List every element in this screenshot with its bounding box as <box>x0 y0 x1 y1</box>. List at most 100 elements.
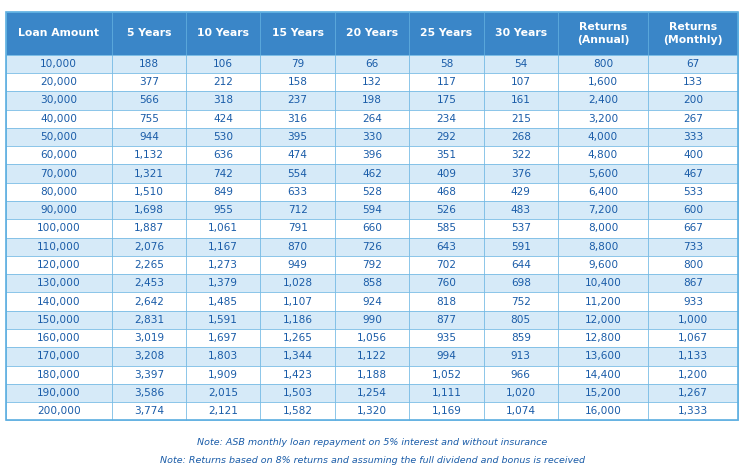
Bar <box>409 366 484 384</box>
Bar <box>558 293 648 311</box>
Text: 1,200: 1,200 <box>678 370 708 380</box>
Text: 4,000: 4,000 <box>588 132 618 142</box>
Bar <box>6 201 112 219</box>
Bar <box>409 12 484 55</box>
Bar <box>558 55 648 73</box>
Text: 132: 132 <box>362 77 382 87</box>
Text: 8,000: 8,000 <box>588 223 618 233</box>
Text: 483: 483 <box>510 205 530 215</box>
Text: 5 Years: 5 Years <box>126 28 171 38</box>
Bar <box>260 293 335 311</box>
Bar <box>112 384 186 402</box>
Text: 150,000: 150,000 <box>37 315 80 325</box>
Bar <box>558 91 648 110</box>
Bar <box>335 384 409 402</box>
Text: 791: 791 <box>288 223 307 233</box>
Bar <box>335 73 409 91</box>
Bar <box>6 329 112 347</box>
Bar <box>648 347 738 366</box>
Text: 2,015: 2,015 <box>208 388 238 398</box>
Bar <box>558 238 648 256</box>
Text: 859: 859 <box>511 333 530 343</box>
Text: 3,208: 3,208 <box>134 352 164 361</box>
Bar <box>648 201 738 219</box>
Bar <box>335 366 409 384</box>
Text: 1,132: 1,132 <box>134 150 164 160</box>
Text: 15 Years: 15 Years <box>272 28 324 38</box>
Text: 949: 949 <box>288 260 307 270</box>
Text: 468: 468 <box>437 187 456 197</box>
Bar <box>409 201 484 219</box>
Text: 16,000: 16,000 <box>585 406 621 416</box>
Bar <box>112 329 186 347</box>
Text: 12,000: 12,000 <box>585 315 621 325</box>
Bar <box>335 55 409 73</box>
Text: 409: 409 <box>437 169 456 179</box>
Bar <box>648 219 738 238</box>
Text: 585: 585 <box>437 223 456 233</box>
Text: 25 Years: 25 Years <box>420 28 472 38</box>
Bar <box>6 183 112 201</box>
Text: 633: 633 <box>287 187 308 197</box>
Text: 15,200: 15,200 <box>585 388 621 398</box>
Text: 322: 322 <box>511 150 530 160</box>
Bar <box>335 91 409 110</box>
Bar <box>484 110 558 128</box>
Bar <box>186 146 260 164</box>
Bar <box>648 402 738 420</box>
Text: 66: 66 <box>365 59 379 69</box>
Bar <box>260 402 335 420</box>
Bar <box>6 73 112 91</box>
Bar <box>409 274 484 293</box>
Text: 733: 733 <box>683 242 703 252</box>
Bar <box>186 293 260 311</box>
Text: 13,600: 13,600 <box>585 352 621 361</box>
Bar <box>558 384 648 402</box>
Bar <box>260 91 335 110</box>
Text: 58: 58 <box>440 59 453 69</box>
Text: 1,887: 1,887 <box>134 223 164 233</box>
Text: 1,254: 1,254 <box>357 388 387 398</box>
Bar <box>409 329 484 347</box>
Bar <box>558 73 648 91</box>
Text: 2,400: 2,400 <box>588 95 618 105</box>
Text: 333: 333 <box>683 132 703 142</box>
Text: 160,000: 160,000 <box>37 333 80 343</box>
Text: 7,200: 7,200 <box>588 205 618 215</box>
Text: 79: 79 <box>291 59 304 69</box>
Text: 1,265: 1,265 <box>283 333 312 343</box>
Bar <box>186 164 260 183</box>
Text: 994: 994 <box>437 352 456 361</box>
Bar <box>409 110 484 128</box>
Text: 10 Years: 10 Years <box>197 28 249 38</box>
Text: 264: 264 <box>362 114 382 124</box>
Text: Loan Amount: Loan Amount <box>19 28 99 38</box>
Bar <box>648 55 738 73</box>
Text: 1,186: 1,186 <box>283 315 312 325</box>
Text: 9,600: 9,600 <box>588 260 618 270</box>
Text: 966: 966 <box>511 370 530 380</box>
Text: 30,000: 30,000 <box>40 95 77 105</box>
Text: 3,397: 3,397 <box>134 370 164 380</box>
Text: 1,320: 1,320 <box>357 406 387 416</box>
Bar <box>260 238 335 256</box>
Text: 1,582: 1,582 <box>283 406 312 416</box>
Bar <box>484 311 558 329</box>
Text: 2,453: 2,453 <box>134 278 164 288</box>
Text: 474: 474 <box>288 150 307 160</box>
Bar <box>6 110 112 128</box>
Bar <box>484 347 558 366</box>
Text: 14,400: 14,400 <box>585 370 621 380</box>
Bar <box>558 256 648 274</box>
Text: 1,061: 1,061 <box>208 223 238 233</box>
Text: 1,133: 1,133 <box>678 352 708 361</box>
Bar <box>186 91 260 110</box>
Bar <box>648 146 738 164</box>
Text: 667: 667 <box>683 223 703 233</box>
Text: 200,000: 200,000 <box>37 406 80 416</box>
Bar <box>112 256 186 274</box>
Bar <box>6 366 112 384</box>
Bar <box>335 183 409 201</box>
Bar <box>484 384 558 402</box>
Bar <box>6 384 112 402</box>
